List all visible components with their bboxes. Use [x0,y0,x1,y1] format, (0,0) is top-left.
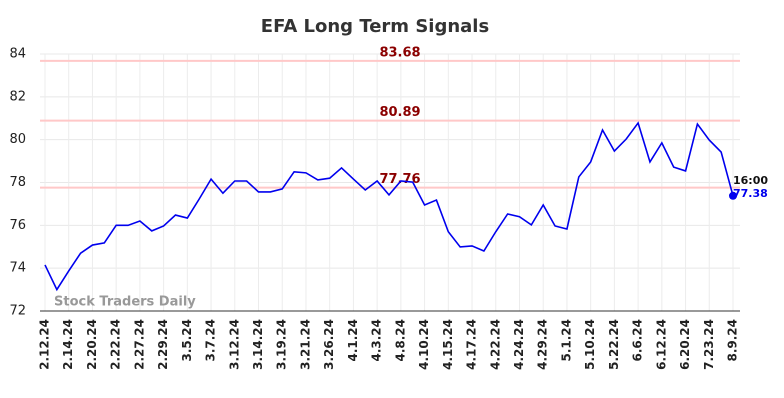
x-tick-label: 2.27.24 [132,319,146,370]
x-tick-label: 4.3.24 [370,319,384,362]
x-tick-label: 3.14.24 [251,319,265,370]
y-tick-label: 76 [9,218,26,233]
signal-label: 80.89 [379,105,420,120]
x-tick-label: 4.17.24 [465,319,479,370]
x-tick-label: 4.1.24 [346,319,360,362]
x-tick-label: 5.1.24 [559,319,573,362]
x-tick-label: 6.20.24 [678,319,692,370]
x-tick-label: 5.22.24 [607,319,621,370]
last-time: 16:00 [733,174,768,187]
x-tick-label: 4.8.24 [393,319,407,362]
y-tick-label: 74 [9,261,26,276]
x-tick-label: 5.10.24 [583,319,597,370]
x-tick-label: 3.12.24 [227,319,241,370]
x-tick-label: 2.12.24 [38,319,52,370]
signal-label: 77.76 [379,172,420,187]
signal-label: 83.68 [379,45,420,60]
y-tick-label: 82 [9,89,26,104]
watermark: Stock Traders Daily [54,295,196,310]
x-tick-label: 4.15.24 [441,319,455,370]
x-tick-label: 2.14.24 [61,319,75,370]
x-tick-label: 3.7.24 [204,319,218,362]
x-tick-label: 4.29.24 [536,319,550,370]
x-tick-label: 8.9.24 [726,319,740,362]
y-tick-label: 84 [9,47,26,62]
x-tick-label: 4.22.24 [488,319,502,370]
x-tick-label: 4.24.24 [512,319,526,370]
x-tick-label: 2.29.24 [156,319,170,370]
x-tick-label: 6.12.24 [654,319,668,370]
x-tick-label: 3.19.24 [275,319,289,370]
y-tick-label: 80 [9,132,26,147]
y-tick-label: 78 [9,175,26,190]
price-line [44,121,734,292]
x-tick-label: 2.20.24 [85,319,99,370]
x-tick-label: 3.5.24 [180,319,194,362]
last-value: 77.38 [733,187,768,200]
x-tick-label: 2.22.24 [109,319,123,370]
x-tick-label: 6.6.24 [631,319,645,362]
chart-title: EFA Long Term Signals [261,16,489,37]
y-tick-label: 72 [9,304,26,319]
x-tick-label: 4.10.24 [417,319,431,370]
x-tick-label: 7.23.24 [702,319,716,370]
x-tick-label: 3.26.24 [322,319,336,370]
x-tick-label: 3.21.24 [298,319,312,370]
last-point [729,191,737,200]
